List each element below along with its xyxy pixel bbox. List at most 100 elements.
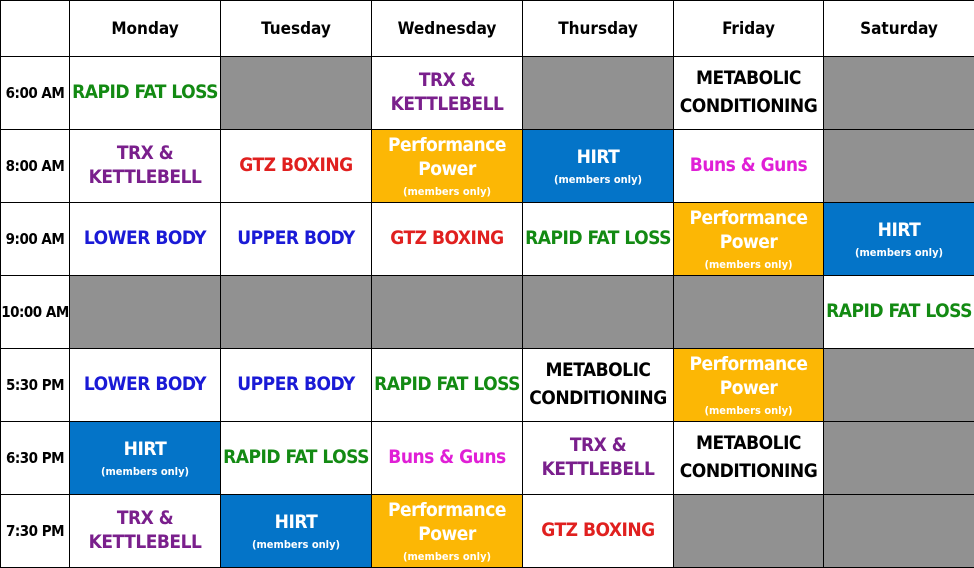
- class-title: RAPID FAT LOSS: [372, 373, 522, 397]
- class-title: HIRT: [70, 438, 220, 462]
- time-label: 7:30 PM: [1, 495, 70, 568]
- time-label: 6:00 AM: [1, 57, 70, 130]
- class-title-line: CONDITIONING: [523, 385, 673, 413]
- class-slot-saturday: HIRT (members only): [824, 203, 974, 276]
- empty-slot-friday: [674, 495, 824, 568]
- class-slot-thursday: GTZ BOXING: [523, 495, 674, 568]
- empty-slot-tuesday: [221, 276, 372, 349]
- class-slot-wednesday: GTZ BOXING: [372, 203, 523, 276]
- class-slot-wednesday: Buns & Guns: [372, 422, 523, 495]
- time-label: 9:00 AM: [1, 203, 70, 276]
- class-title: RAPID FAT LOSS: [523, 227, 673, 251]
- class-slot-friday: Buns & Guns: [674, 130, 824, 203]
- class-title: Buns & Guns: [372, 446, 522, 470]
- class-title: GTZ BOXING: [372, 227, 522, 251]
- class-slot-tuesday: GTZ BOXING: [221, 130, 372, 203]
- class-slot-saturday: RAPID FAT LOSS: [824, 276, 974, 349]
- class-slot-tuesday: UPPER BODY: [221, 349, 372, 422]
- class-slot-wednesday: RAPID FAT LOSS: [372, 349, 523, 422]
- time-label: 5:30 PM: [1, 349, 70, 422]
- day-header-thursday: Thursday: [523, 1, 674, 57]
- time-label: 8:00 AM: [1, 130, 70, 203]
- header-row: Monday Tuesday Wednesday Thursday Friday…: [1, 1, 974, 57]
- class-title-line: METABOLIC: [674, 430, 823, 458]
- class-title: RAPID FAT LOSS: [70, 81, 220, 105]
- class-slot-wednesday: Performance Power (members only): [372, 130, 523, 203]
- class-title: Performance Power: [674, 353, 823, 401]
- day-header-friday: Friday: [674, 1, 824, 57]
- class-title: RAPID FAT LOSS: [221, 446, 371, 470]
- empty-slot-saturday: [824, 57, 974, 130]
- class-slot-tuesday: UPPER BODY: [221, 203, 372, 276]
- class-slot-monday: TRX & KETTLEBELL: [70, 495, 221, 568]
- class-slot-tuesday: RAPID FAT LOSS: [221, 422, 372, 495]
- day-header-saturday: Saturday: [824, 1, 974, 57]
- empty-slot-wednesday: [372, 276, 523, 349]
- day-header-monday: Monday: [70, 1, 221, 57]
- class-slot-wednesday: Performance Power (members only): [372, 495, 523, 568]
- class-title: TRX & KETTLEBELL: [523, 434, 673, 482]
- empty-slot-monday: [70, 276, 221, 349]
- class-title: TRX & KETTLEBELL: [70, 142, 220, 190]
- class-slot-thursday: RAPID FAT LOSS: [523, 203, 674, 276]
- members-only-note: (members only): [674, 258, 823, 271]
- class-title-line: CONDITIONING: [674, 93, 823, 121]
- class-slot-thursday: HIRT (members only): [523, 130, 674, 203]
- class-title: HIRT: [824, 219, 974, 243]
- members-only-note: (members only): [372, 550, 522, 563]
- class-title: Buns & Guns: [674, 154, 823, 178]
- class-slot-monday: LOWER BODY: [70, 349, 221, 422]
- class-title: RAPID FAT LOSS: [824, 300, 974, 324]
- class-title-line: CONDITIONING: [674, 458, 823, 486]
- class-title: UPPER BODY: [221, 227, 371, 251]
- empty-slot-saturday: [824, 130, 974, 203]
- members-only-note: (members only): [372, 185, 522, 198]
- class-title: LOWER BODY: [70, 227, 220, 251]
- class-title: LOWER BODY: [70, 373, 220, 397]
- members-only-note: (members only): [70, 465, 220, 478]
- class-slot-monday: RAPID FAT LOSS: [70, 57, 221, 130]
- class-title: GTZ BOXING: [221, 154, 371, 178]
- class-slot-friday: Performance Power(members only): [674, 349, 824, 422]
- class-slot-thursday: TRX & KETTLEBELL: [523, 422, 674, 495]
- class-title-line: METABOLIC: [674, 65, 823, 93]
- empty-slot-saturday: [824, 349, 974, 422]
- class-title: HIRT: [523, 146, 673, 170]
- class-title: Performance Power: [674, 207, 823, 255]
- class-title-line: METABOLIC: [523, 357, 673, 385]
- day-header-tuesday: Tuesday: [221, 1, 372, 57]
- class-title: Performance Power: [372, 499, 522, 547]
- empty-slot-thursday: [523, 57, 674, 130]
- members-only-note: (members only): [824, 246, 974, 259]
- class-title: Performance Power: [372, 134, 522, 182]
- empty-slot-tuesday: [221, 57, 372, 130]
- day-header-wednesday: Wednesday: [372, 1, 523, 57]
- class-title: TRX & KETTLEBELL: [372, 69, 522, 117]
- empty-slot-saturday: [824, 422, 974, 495]
- class-slot-monday: LOWER BODY: [70, 203, 221, 276]
- members-only-note: (members only): [221, 538, 371, 551]
- class-slot-monday: HIRT (members only): [70, 422, 221, 495]
- empty-slot-friday: [674, 276, 824, 349]
- empty-slot-saturday: [824, 495, 974, 568]
- time-label: 6:30 PM: [1, 422, 70, 495]
- class-title: GTZ BOXING: [523, 519, 673, 543]
- corner-cell: [1, 1, 70, 57]
- class-title: UPPER BODY: [221, 373, 371, 397]
- class-title: HIRT: [221, 511, 371, 535]
- members-only-note: (members only): [523, 173, 673, 186]
- class-slot-friday: Performance Power (members only): [674, 203, 824, 276]
- empty-slot-thursday: [523, 276, 674, 349]
